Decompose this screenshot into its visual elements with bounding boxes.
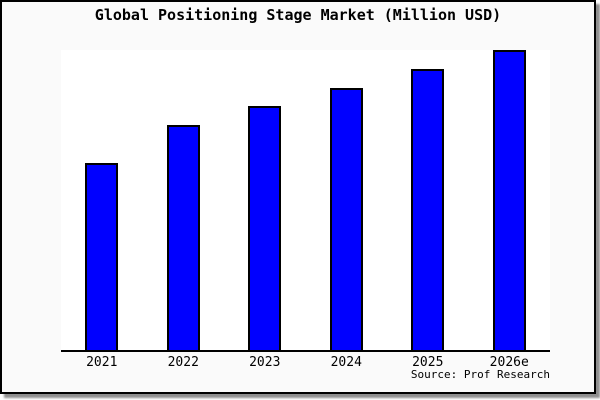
bar-slot-2022 [143,50,225,350]
bar-2021 [85,162,119,350]
bar-slot-2021 [61,50,143,350]
bar-slot-2026e [469,50,551,350]
bars-container [61,50,550,350]
x-axis-label-2026e: 2026e [489,355,529,370]
x-axis-label-2023: 2023 [249,355,281,370]
x-axis-label-2021: 2021 [86,355,118,370]
bar-2026e [492,50,526,350]
x-axis-label-2022: 2022 [167,355,199,370]
x-axis-label-2025: 2025 [412,355,444,370]
bar-2025 [411,68,445,350]
bar-slot-2025 [387,50,469,350]
chart-frame: Global Positioning Stage Market (Million… [0,0,596,394]
bar-2024 [329,87,363,350]
bar-2022 [166,125,200,350]
x-axis-label-2024: 2024 [330,355,362,370]
source-label: Source: Prof Research [410,368,550,381]
chart-title: Global Positioning Stage Market (Million… [94,6,502,24]
plot-area [61,50,550,352]
bar-slot-2023 [224,50,306,350]
bar-slot-2024 [306,50,388,350]
bar-2023 [248,106,282,350]
x-axis-labels: 2021 2022 2023 2024 2025 2026e [61,355,550,371]
